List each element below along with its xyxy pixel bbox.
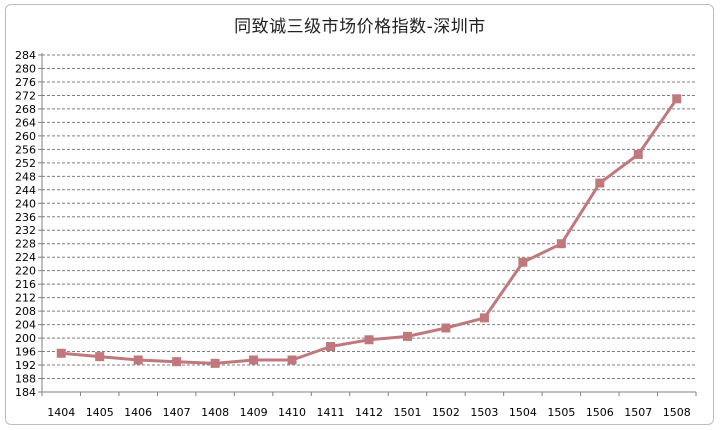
x-tick-label: 1408 <box>201 406 229 419</box>
series-line <box>61 97 679 365</box>
data-point-marker <box>441 323 451 333</box>
y-tick-label: 216 <box>15 278 36 291</box>
y-tick-label: 228 <box>15 238 36 251</box>
y-tick-label: 268 <box>15 103 36 116</box>
y-tick-label: 208 <box>15 305 36 318</box>
data-point-marker <box>518 257 528 267</box>
x-tick-label: 1503 <box>470 406 498 419</box>
y-tick-label: 200 <box>15 332 36 345</box>
y-tick-label: 284 <box>15 49 36 62</box>
x-tick-label: 1409 <box>240 406 268 419</box>
x-tick-label: 1407 <box>163 406 191 419</box>
y-tick-label: 188 <box>15 373 36 386</box>
x-tick-label: 1508 <box>663 406 691 419</box>
y-tick-label: 252 <box>15 157 36 170</box>
data-point-marker <box>249 355 259 365</box>
y-tick-label: 256 <box>15 143 36 156</box>
y-tick-label: 236 <box>15 211 36 224</box>
y-tick-label: 264 <box>15 116 36 129</box>
x-axis-ticks: 1404 1405 1406 1407 1408 1409 1410 1411 1412 1501… <box>41 392 697 419</box>
y-tick-label: 248 <box>15 170 36 183</box>
x-tick-label: 1507 <box>624 406 652 419</box>
data-point-marker <box>56 348 66 358</box>
chart-frame <box>5 4 714 425</box>
y-tick-label: 212 <box>15 292 36 305</box>
y-tick-label: 196 <box>15 346 36 359</box>
y-tick-label: 224 <box>15 251 36 264</box>
data-point-marker <box>95 352 105 362</box>
data-point-marker <box>133 355 143 365</box>
chart-title: 同致诚三级市场价格指数-深圳市 <box>234 17 486 37</box>
y-tick-label: 192 <box>15 359 36 372</box>
data-point-marker <box>172 357 182 367</box>
y-tick-label: 232 <box>15 224 36 237</box>
y-tick-label: 220 <box>15 265 36 278</box>
data-point-marker <box>672 94 682 104</box>
gridlines <box>42 54 696 380</box>
x-tick-label: 1506 <box>586 406 614 419</box>
y-tick-label: 280 <box>15 62 36 75</box>
y-tick-label: 244 <box>15 184 36 197</box>
x-tick-label: 1406 <box>124 406 152 419</box>
x-tick-label: 1412 <box>355 406 383 419</box>
series-layer <box>56 94 682 368</box>
data-point-marker <box>633 149 643 159</box>
y-tick-label: 184 <box>15 386 36 399</box>
y-tick-label: 260 <box>15 130 36 143</box>
y-tick-label: 276 <box>15 76 36 89</box>
x-tick-label: 1504 <box>509 406 537 419</box>
x-tick-label: 1410 <box>278 406 306 419</box>
data-point-marker <box>364 335 374 345</box>
data-point-marker <box>326 342 336 352</box>
x-tick-label: 1502 <box>432 406 460 419</box>
data-point-marker <box>287 355 297 365</box>
data-point-marker <box>210 358 220 368</box>
data-point-marker <box>479 313 489 323</box>
x-tick-label: 1505 <box>547 406 575 419</box>
y-tick-label: 272 <box>15 89 36 102</box>
x-tick-label: 1405 <box>86 406 114 419</box>
y-tick-label: 240 <box>15 197 36 210</box>
data-point-marker <box>556 239 566 249</box>
data-point-marker <box>595 178 605 188</box>
x-tick-label: 1501 <box>393 406 421 419</box>
y-tick-label: 204 <box>15 319 36 332</box>
x-tick-label: 1404 <box>47 406 75 419</box>
y-axis-ticks: 1841881921962002042082122162202242282322… <box>15 49 42 399</box>
data-point-marker <box>402 331 412 341</box>
x-tick-label: 1411 <box>317 406 345 419</box>
